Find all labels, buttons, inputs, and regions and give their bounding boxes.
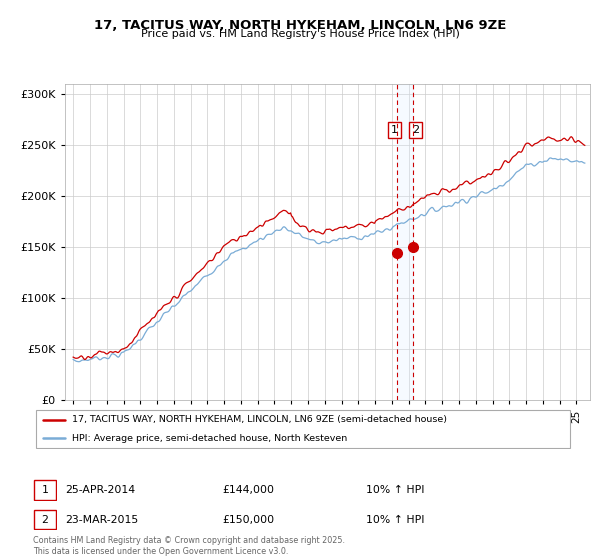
Text: HPI: Average price, semi-detached house, North Kesteven: HPI: Average price, semi-detached house,…: [72, 434, 347, 443]
Text: 17, TACITUS WAY, NORTH HYKEHAM, LINCOLN, LN6 9ZE (semi-detached house): 17, TACITUS WAY, NORTH HYKEHAM, LINCOLN,…: [72, 415, 447, 424]
Text: 17, TACITUS WAY, NORTH HYKEHAM, LINCOLN, LN6 9ZE: 17, TACITUS WAY, NORTH HYKEHAM, LINCOLN,…: [94, 19, 506, 32]
Text: 1: 1: [41, 485, 49, 495]
Bar: [397, 84, 413, 400]
Text: 1: 1: [391, 125, 398, 135]
FancyBboxPatch shape: [34, 510, 56, 529]
FancyBboxPatch shape: [34, 480, 56, 500]
Text: 25-APR-2014: 25-APR-2014: [65, 485, 135, 495]
Text: Contains HM Land Registry data © Crown copyright and database right 2025.
This d: Contains HM Land Registry data © Crown c…: [33, 536, 345, 556]
Text: 23-MAR-2015: 23-MAR-2015: [65, 515, 138, 525]
Text: 10% ↑ HPI: 10% ↑ HPI: [366, 515, 425, 525]
Text: 2: 2: [41, 515, 49, 525]
FancyBboxPatch shape: [36, 410, 570, 447]
Text: Price paid vs. HM Land Registry's House Price Index (HPI): Price paid vs. HM Land Registry's House …: [140, 29, 460, 39]
Text: £144,000: £144,000: [222, 485, 274, 495]
Text: 2: 2: [412, 125, 419, 135]
Text: £150,000: £150,000: [222, 515, 274, 525]
Text: 10% ↑ HPI: 10% ↑ HPI: [366, 485, 425, 495]
